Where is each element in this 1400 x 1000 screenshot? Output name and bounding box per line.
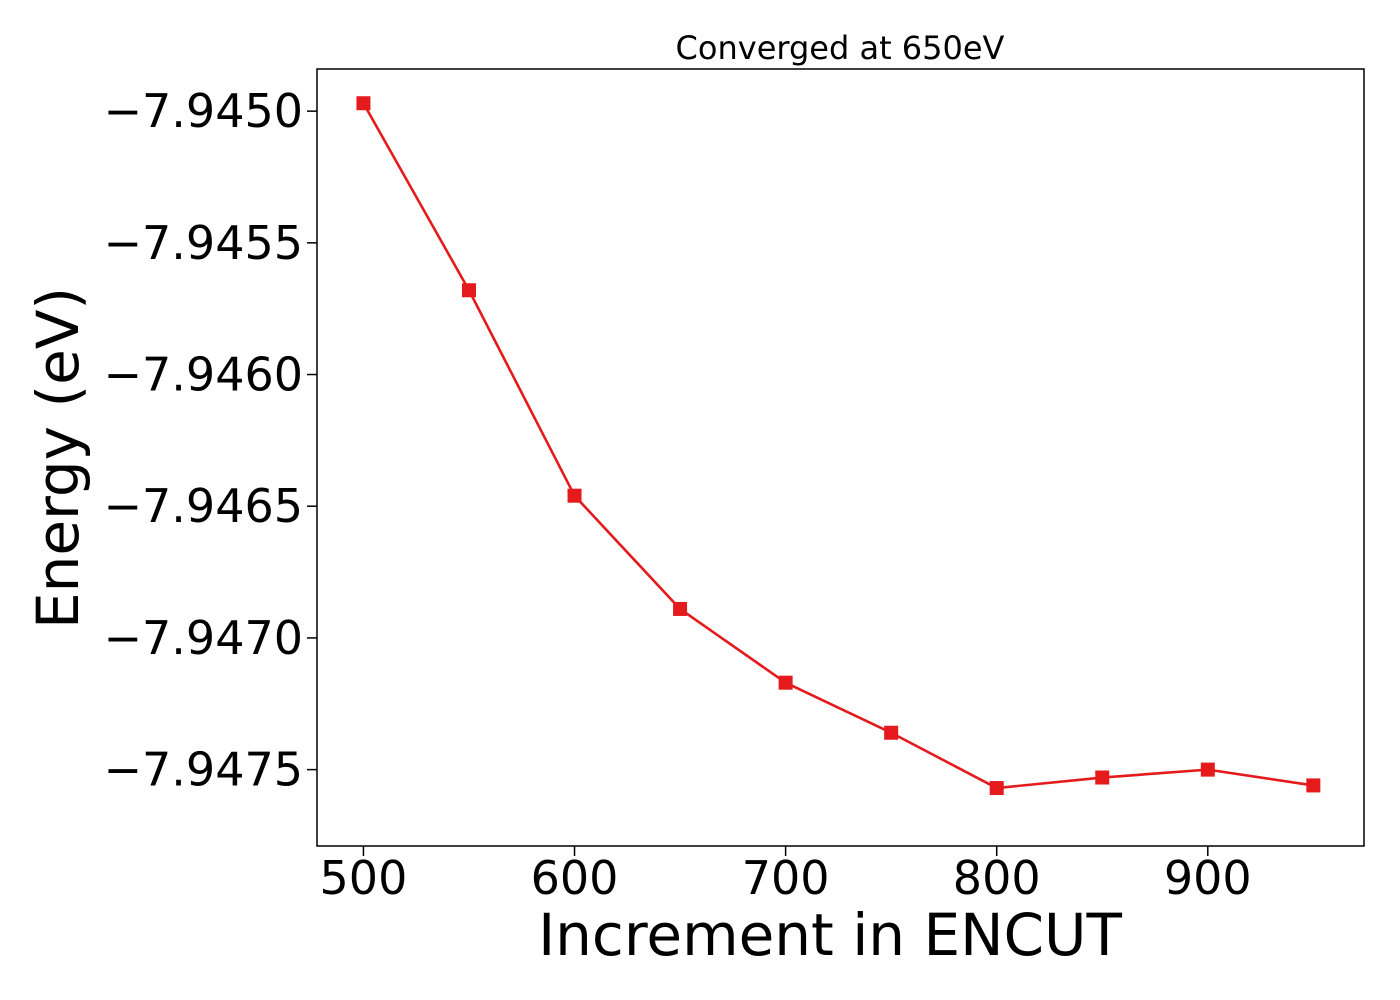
data-point <box>356 96 371 111</box>
y-tick-label: −7.9465 <box>104 479 304 533</box>
y-tick-label: −7.9460 <box>104 348 304 402</box>
y-tick-label: −7.9455 <box>104 216 304 270</box>
y-tick-label: −7.9450 <box>104 84 304 138</box>
data-point <box>673 601 688 616</box>
data-point <box>884 725 899 740</box>
y-tick-label: −7.9475 <box>104 743 304 797</box>
plot-frame <box>316 68 1365 847</box>
x-tick-label: 700 <box>742 851 830 905</box>
data-point <box>778 675 793 690</box>
y-axis-label: Energy (eV) <box>24 287 92 629</box>
data-point <box>461 283 476 298</box>
x-axis-label: Increment in ENCUT <box>538 901 1122 969</box>
y-axis-ticks: −7.9450 −7.9455 −7.9460 −7.9465 −7.9470 −7.94… <box>104 84 317 797</box>
x-axis-ticks: 500 600 700 800 900 <box>320 846 1252 905</box>
series-line <box>362 102 1314 790</box>
x-tick-label: 500 <box>320 851 408 905</box>
data-point <box>1200 762 1215 777</box>
data-point <box>1306 778 1321 793</box>
data-point <box>1095 770 1110 785</box>
chart-title: Converged at 650eV <box>676 29 1005 67</box>
x-tick-label: 900 <box>1164 851 1252 905</box>
data-point <box>989 781 1004 796</box>
data-point <box>567 488 582 503</box>
y-tick-label: −7.9470 <box>104 611 304 665</box>
x-tick-label: 800 <box>953 851 1041 905</box>
series-layer <box>356 96 1321 796</box>
x-tick-label: 600 <box>531 851 619 905</box>
